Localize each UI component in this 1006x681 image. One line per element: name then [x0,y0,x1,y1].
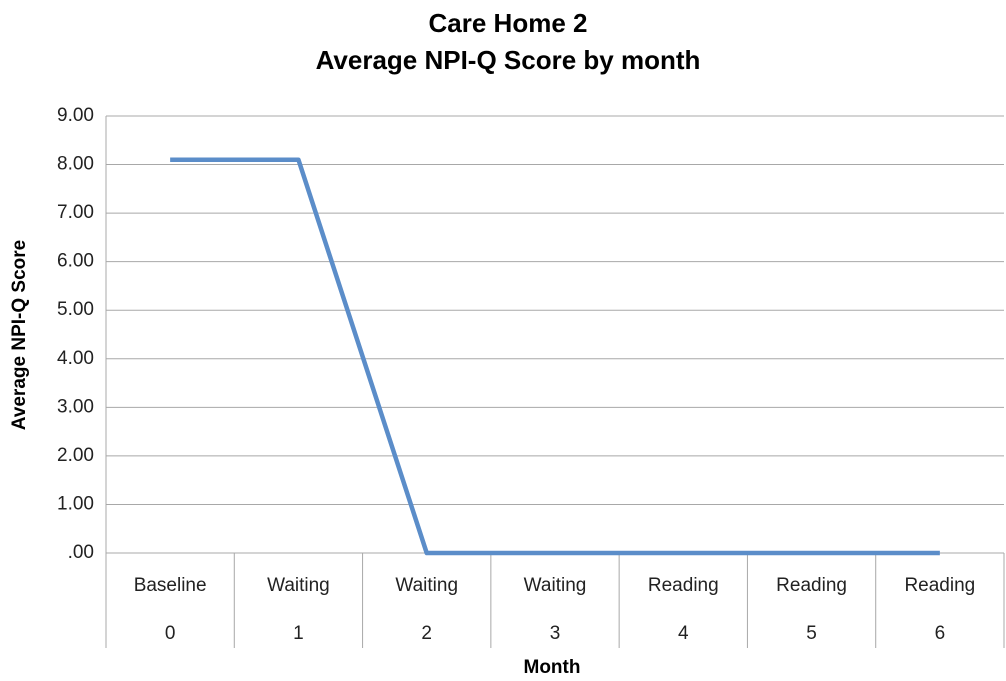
chart-subtitle: Average NPI-Q Score by month [316,45,701,75]
y-tick-label: 4.00 [57,348,94,369]
y-axis-title: Average NPI-Q Score [9,240,30,430]
x-tick-number: 0 [165,623,176,644]
x-tick-number: 4 [678,623,689,644]
y-tick-label: 6.00 [57,251,94,272]
x-tick-number: 5 [806,623,817,644]
x-tick-label: Reading [776,575,847,596]
chart-title: Care Home 2 [429,8,588,38]
x-tick-label: Reading [904,575,975,596]
data-line [170,157,940,556]
y-tick-label: 2.00 [57,445,94,466]
y-tick-label: 8.00 [57,154,94,175]
y-tick-label: 5.00 [57,299,94,320]
y-tick-label: 9.00 [57,105,94,126]
x-tick-label: Waiting [267,575,330,596]
y-tick-label: 7.00 [57,202,94,223]
x-tick-label: Baseline [134,575,207,596]
x-tick-label: Waiting [395,575,458,596]
y-tick-label: .00 [68,542,94,563]
y-tick-label: 3.00 [57,396,94,417]
x-tick-label: Waiting [524,575,587,596]
x-tick-label: Reading [648,575,719,596]
x-axis-title: Month [524,657,581,678]
x-tick-number: 2 [421,623,432,644]
y-tick-label: 1.00 [57,493,94,514]
x-tick-number: 1 [293,623,304,644]
x-tick-number: 6 [935,623,946,644]
x-tick-number: 3 [550,623,561,644]
